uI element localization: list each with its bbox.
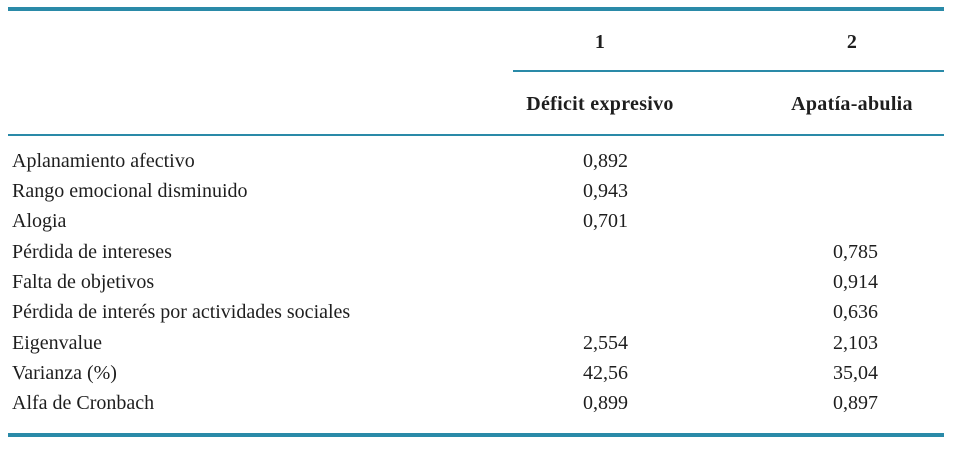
table-row: Varianza (%) 42,56 35,04 (0, 362, 964, 392)
row-value-col2: 35,04 (833, 362, 878, 384)
column-group-rule (513, 70, 944, 72)
row-label: Eigenvalue (12, 332, 102, 354)
row-label: Pérdida de intereses (12, 241, 172, 263)
row-label: Falta de objetivos (12, 271, 155, 293)
row-value-col1: 42,56 (583, 362, 628, 384)
row-value-col2: 2,103 (833, 332, 878, 354)
table-top-rule (8, 7, 944, 11)
header-bottom-rule (8, 134, 944, 136)
table-row: Aplanamiento afectivo 0,892 (0, 150, 964, 180)
row-label: Pérdida de interés por actividades socia… (12, 301, 351, 323)
row-value-col1: 2,554 (583, 332, 628, 354)
row-value-col2: 0,785 (833, 241, 878, 263)
column-1-label: Déficit expresivo (526, 93, 674, 115)
row-value-col2: 0,914 (833, 271, 878, 293)
row-value-col1: 0,943 (583, 180, 628, 202)
row-label: Alogia (12, 210, 67, 232)
row-label: Varianza (%) (12, 362, 117, 384)
row-value-col1: 0,899 (583, 392, 628, 414)
column-2-label: Apatía-abulia (791, 93, 913, 115)
row-label: Aplanamiento afectivo (12, 150, 195, 172)
row-value-col1: 0,892 (583, 150, 628, 172)
row-label: Alfa de Cronbach (12, 392, 155, 414)
table-row: Pérdida de intereses 0,785 (0, 241, 964, 271)
table-row: Falta de objetivos 0,914 (0, 271, 964, 301)
row-value-col2: 0,636 (833, 301, 878, 323)
table-row: Alfa de Cronbach 0,899 0,897 (0, 392, 964, 422)
table-bottom-rule (8, 433, 944, 437)
row-value-col1: 0,701 (583, 210, 628, 232)
table-row: Pérdida de interés por actividades socia… (0, 301, 964, 331)
table-row: Eigenvalue 2,554 2,103 (0, 332, 964, 362)
column-1-number: 1 (594, 31, 606, 53)
row-value-col2: 0,897 (833, 392, 878, 414)
row-label: Rango emocional disminuido (12, 180, 248, 202)
table-row: Alogia 0,701 (0, 210, 964, 240)
column-2-number: 2 (846, 31, 858, 53)
table-row: Rango emocional disminuido 0,943 (0, 180, 964, 210)
